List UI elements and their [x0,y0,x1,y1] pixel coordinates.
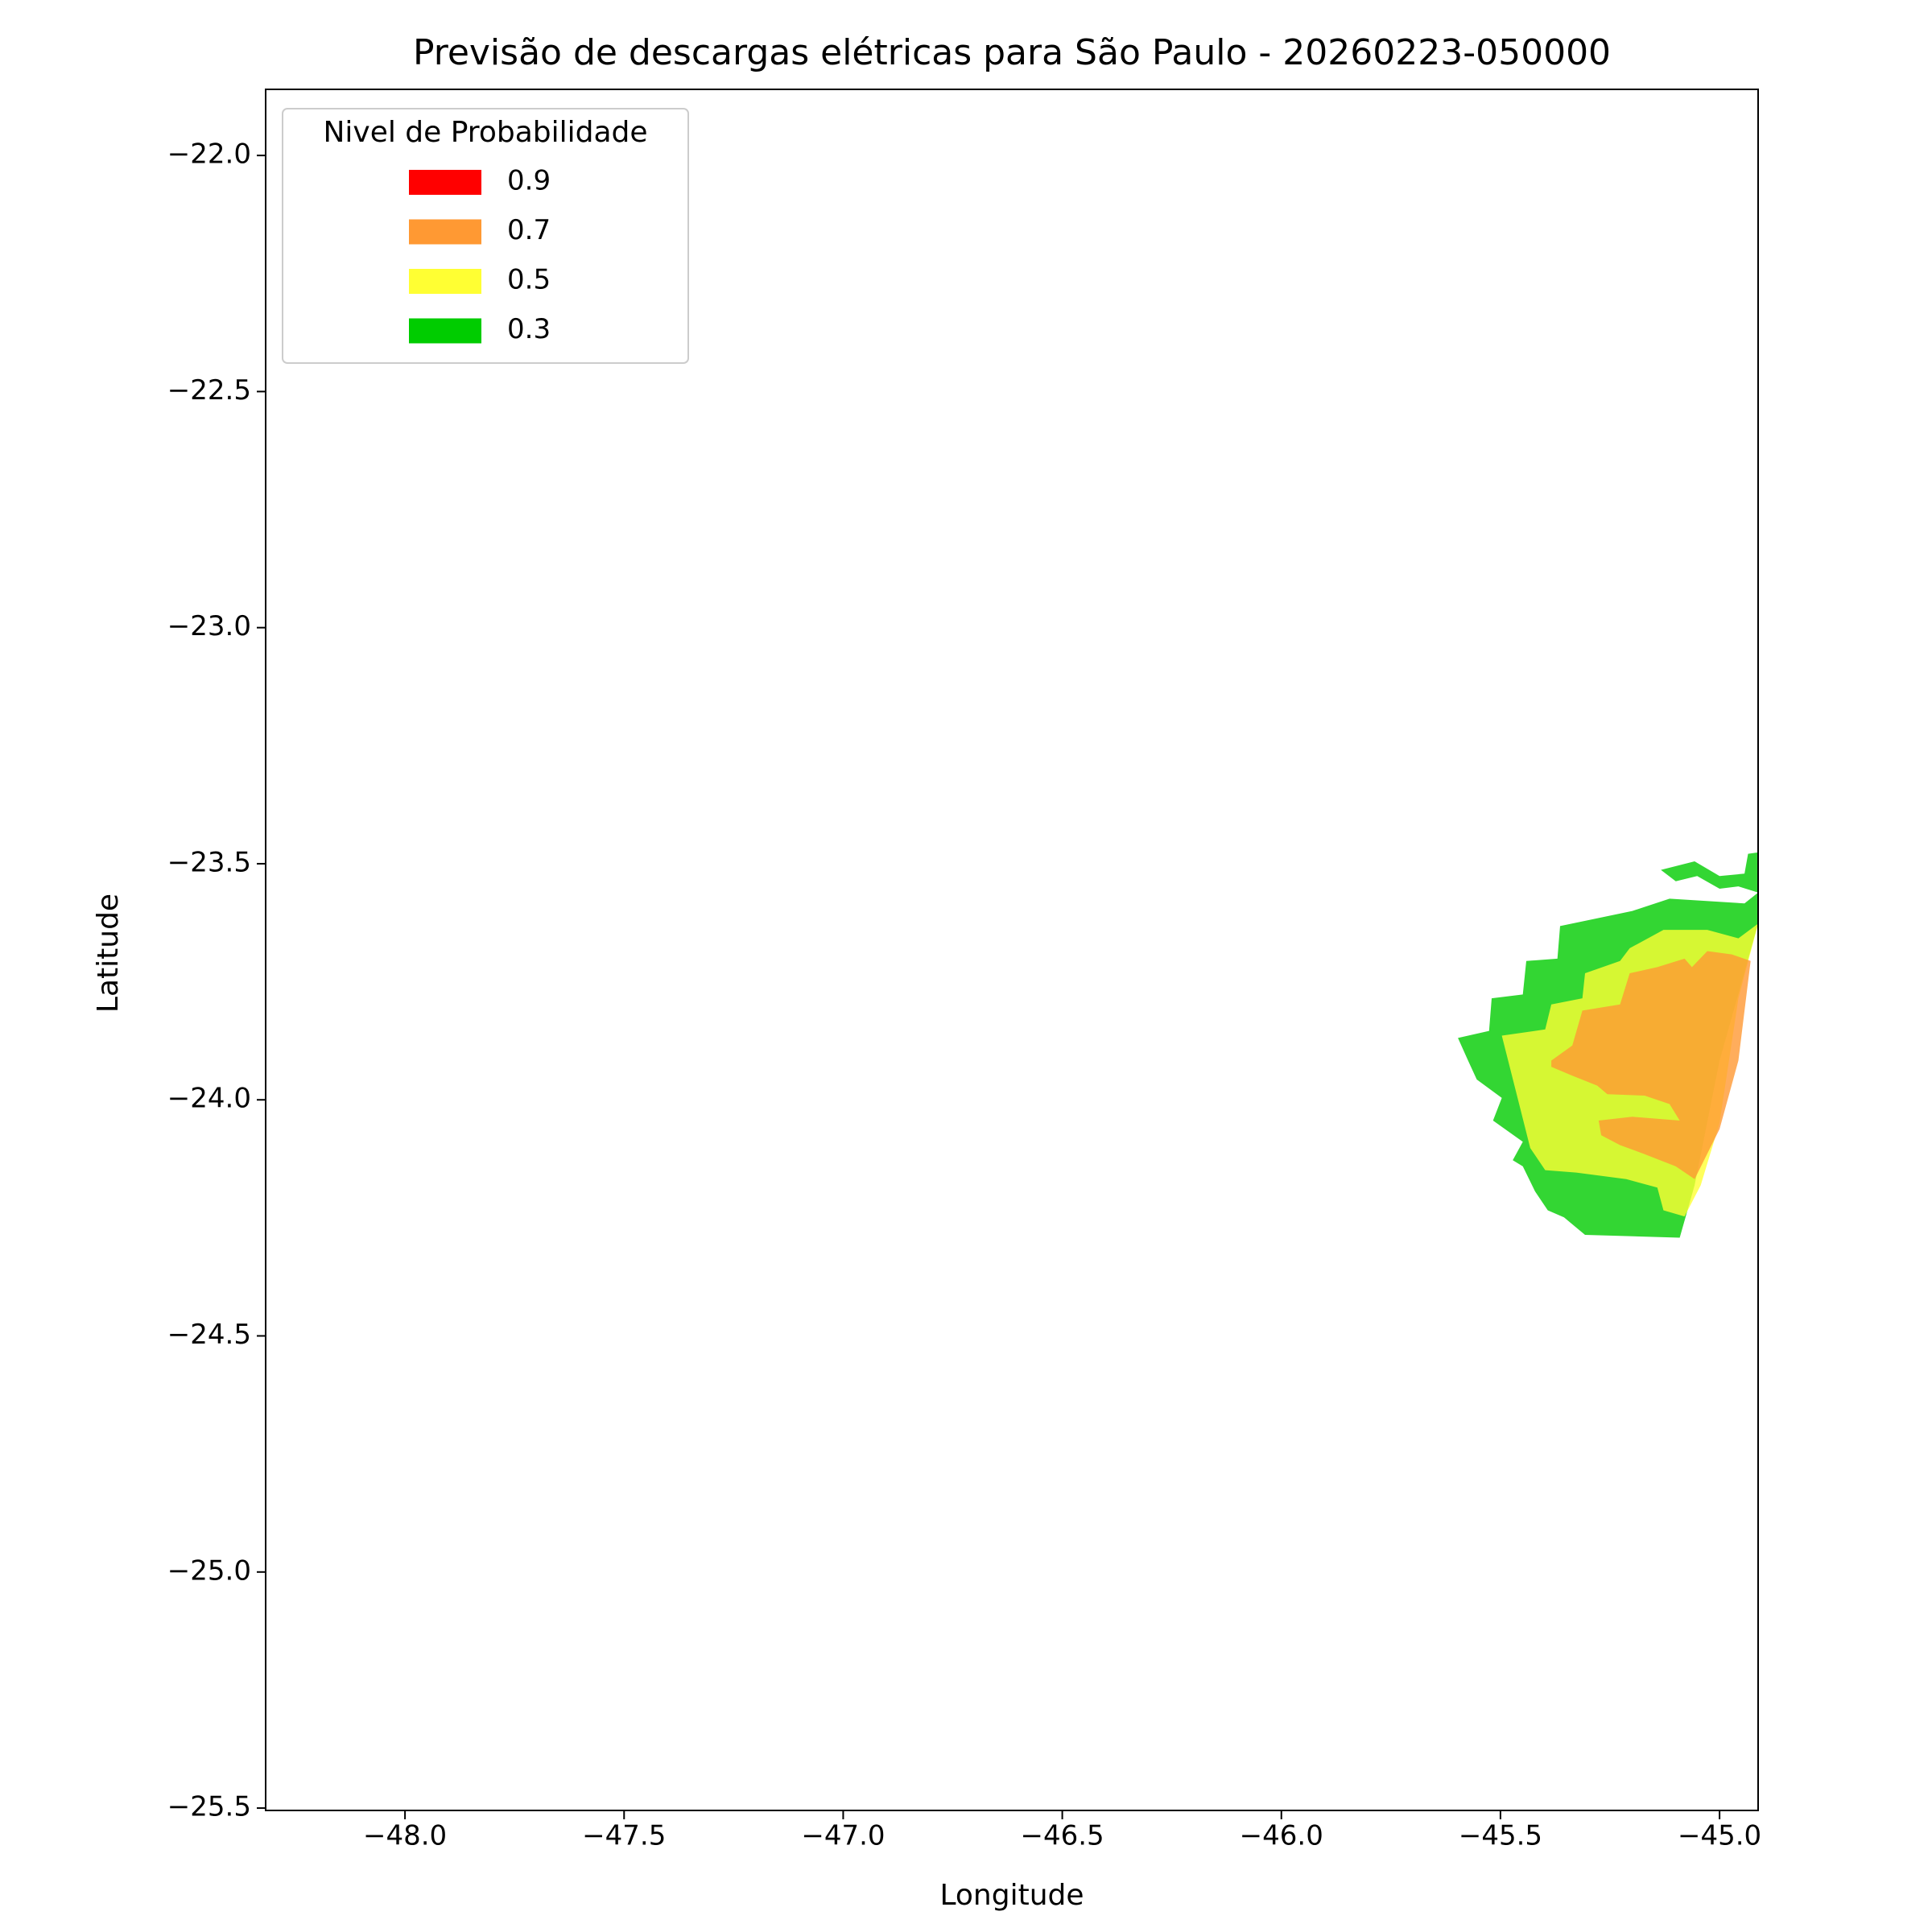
y-tick-label: −25.5 [167,1791,251,1823]
x-axis-label: Longitude [939,1879,1084,1912]
chart-title: Previsão de descargas elétricas para São… [413,32,1611,73]
plot-area [1458,852,1758,1238]
y-axis-label: Latitude [92,894,125,1013]
legend-swatch [409,269,481,294]
legend-swatch [409,318,481,344]
y-tick-label: −22.0 [167,138,251,171]
y-tick-label: −24.0 [167,1083,251,1115]
x-tick-label: −45.0 [1678,1820,1761,1852]
x-tick-label: −47.5 [582,1820,666,1852]
x-tick-label: −46.0 [1240,1820,1323,1852]
y-tick-label: −24.5 [167,1319,251,1351]
x-tick-label: −45.5 [1459,1820,1542,1852]
legend-title: Nivel de Probabilidade [323,116,647,149]
y-tick-label: −23.5 [167,846,251,878]
x-tick-label: −46.5 [1020,1820,1104,1852]
y-tick-label: −22.5 [167,374,251,407]
legend-label: 0.9 [507,165,551,197]
x-tick-label: −48.0 [363,1820,447,1852]
legend-label: 0.5 [507,264,551,296]
y-tick-label: −23.0 [167,610,251,642]
y-tick-label: −25.0 [167,1554,251,1587]
legend: Nivel de Probabilidade 0.9 0.7 0.5 0.3 [282,108,689,364]
x-tick-label: −47.0 [801,1820,885,1852]
axes-frame [265,89,1759,1811]
legend-box [282,108,689,364]
contour-region [1661,852,1758,893]
legend-swatch [409,219,481,245]
contour-region [1551,951,1751,1179]
legend-label: 0.3 [507,313,551,345]
legend-swatch [409,170,481,195]
legend-label: 0.7 [507,214,551,246]
